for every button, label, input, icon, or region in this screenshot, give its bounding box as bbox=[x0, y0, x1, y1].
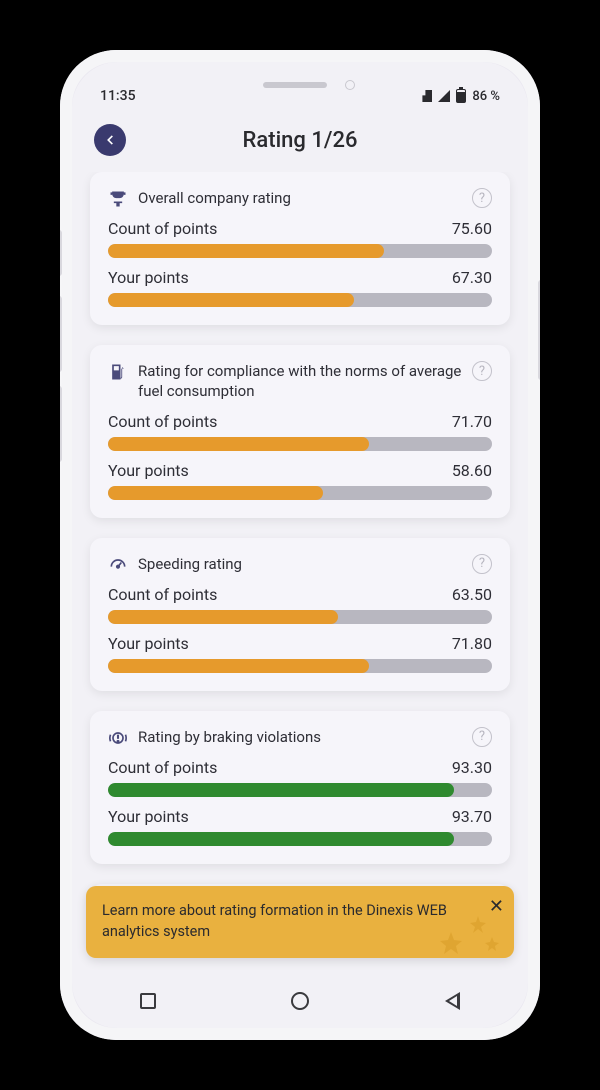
count-label: Count of points bbox=[108, 758, 217, 777]
card-title: Speeding rating bbox=[138, 554, 462, 574]
rating-card: Rating by braking violations ? Count of … bbox=[90, 711, 510, 864]
phone-frame: 11:35 86 % Rating 1/26 Overall company r… bbox=[60, 50, 540, 1040]
brake-icon bbox=[108, 728, 128, 748]
volume-up-button bbox=[60, 296, 62, 372]
recents-button[interactable] bbox=[140, 993, 156, 1009]
power-button bbox=[538, 280, 540, 380]
count-value: 71.70 bbox=[452, 412, 492, 431]
count-bar bbox=[108, 244, 492, 258]
count-value: 75.60 bbox=[452, 219, 492, 238]
back-nav-button[interactable] bbox=[445, 992, 460, 1010]
card-title: Overall company rating bbox=[138, 188, 462, 208]
fuel-icon bbox=[108, 362, 128, 382]
card-title: Rating by braking violations bbox=[138, 727, 462, 747]
battery-icon bbox=[456, 89, 466, 103]
count-label: Count of points bbox=[108, 585, 217, 604]
your-bar bbox=[108, 659, 492, 673]
your-label: Your points bbox=[108, 268, 189, 287]
notch bbox=[245, 80, 355, 90]
signal-icon bbox=[438, 90, 450, 102]
info-banner[interactable]: Learn more about rating formation in the… bbox=[86, 886, 514, 958]
count-label: Count of points bbox=[108, 219, 217, 238]
rating-card: Rating for compliance with the norms of … bbox=[90, 345, 510, 518]
help-icon[interactable]: ? bbox=[472, 188, 492, 208]
your-label: Your points bbox=[108, 807, 189, 826]
help-icon[interactable]: ? bbox=[472, 361, 492, 381]
home-button[interactable] bbox=[291, 992, 309, 1010]
count-bar bbox=[108, 437, 492, 451]
card-title: Rating for compliance with the norms of … bbox=[138, 361, 462, 402]
your-bar bbox=[108, 293, 492, 307]
your-value: 93.70 bbox=[452, 807, 492, 826]
sim-icon bbox=[422, 90, 432, 102]
volume-down-button bbox=[60, 386, 62, 462]
your-bar bbox=[108, 832, 492, 846]
battery-text: 86 % bbox=[472, 89, 500, 104]
banner-text: Learn more about rating formation in the… bbox=[102, 902, 447, 940]
count-label: Count of points bbox=[108, 412, 217, 431]
header: Rating 1/26 bbox=[72, 114, 528, 172]
stars-icon bbox=[436, 912, 506, 958]
your-value: 58.60 bbox=[452, 461, 492, 480]
page-title: Rating 1/26 bbox=[94, 128, 506, 153]
side-button bbox=[60, 230, 62, 276]
your-label: Your points bbox=[108, 461, 189, 480]
count-value: 63.50 bbox=[452, 585, 492, 604]
trophy-icon bbox=[108, 189, 128, 209]
your-value: 71.80 bbox=[452, 634, 492, 653]
speed-icon bbox=[108, 555, 128, 575]
status-time: 11:35 bbox=[100, 88, 136, 104]
your-value: 67.30 bbox=[452, 268, 492, 287]
your-label: Your points bbox=[108, 634, 189, 653]
help-icon[interactable]: ? bbox=[472, 554, 492, 574]
rating-card: Overall company rating ? Count of points… bbox=[90, 172, 510, 325]
count-bar bbox=[108, 610, 492, 624]
screen: 11:35 86 % Rating 1/26 Overall company r… bbox=[72, 62, 528, 1028]
count-bar bbox=[108, 783, 492, 797]
help-icon[interactable]: ? bbox=[472, 727, 492, 747]
count-value: 93.30 bbox=[452, 758, 492, 777]
rating-card: Speeding rating ? Count of points 63.50 Y… bbox=[90, 538, 510, 691]
android-navbar bbox=[72, 974, 528, 1028]
your-bar bbox=[108, 486, 492, 500]
